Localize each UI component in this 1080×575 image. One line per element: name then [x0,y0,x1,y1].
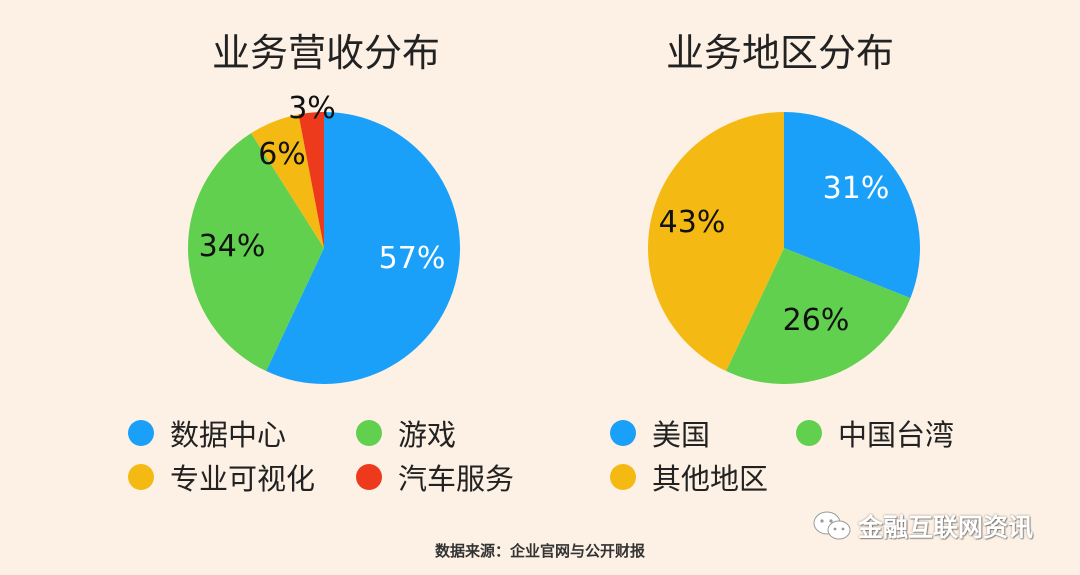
pie-chart-canvas: 57% 34% 6% 3% 31% 26% 43% [188,91,920,385]
pie-slice-1-0 [784,112,920,299]
data-source-note: 数据来源：企业官网与公开财报 [434,542,645,560]
legend-label-usa: 美国 [652,418,711,452]
pie-slice-1-1 [726,248,911,384]
legend-label-data-center: 数据中心 [170,418,287,452]
pie-slice-0-0 [266,112,460,385]
pie-label-0-3: 3% [288,91,336,126]
legend-label-gaming: 游戏 [398,418,457,452]
pie-slice-0-3 [298,112,324,248]
legend-dot-pro-viz [128,464,154,490]
pie-label-0-0: 57% [379,241,446,276]
pie-region: 31% 26% 43% [647,112,920,384]
pie-label-1-1: 26% [783,303,850,338]
wechat-icon [813,511,851,540]
legend-item-other: 其他地区 [610,456,768,498]
pie-revenue: 57% 34% 6% 3% [188,91,460,385]
legend-dot-gaming [356,420,382,446]
pie-slice-1-2 [647,112,784,372]
pie-label-1-2: 43% [659,205,726,240]
legend-label-taiwan: 中国台湾 [838,418,955,452]
legend-item-auto: 汽车服务 [356,456,514,498]
pie-slice-0-1 [188,133,324,372]
legend-dot-taiwan [796,420,822,446]
pie-label-0-2: 6% [258,137,306,172]
legend-label-other: 其他地区 [652,462,769,496]
watermark: 金融互联网资讯 [812,508,1033,544]
legend-item-pro-viz: 专业可视化 [128,456,315,498]
legend-item-usa: 美国 [610,412,710,454]
legend-dot-usa [610,420,636,446]
legend-item-data-center: 数据中心 [128,412,286,454]
legend-dot-other [610,464,636,490]
pie-label-1-0: 31% [823,171,890,206]
chart-title-revenue: 业务营收分布 [211,31,440,75]
watermark-text: 金融互联网资讯 [858,513,1034,542]
legend-dot-auto [356,464,382,490]
pie-slice-0-2 [251,114,324,248]
chart-title-region: 业务地区分布 [665,31,894,75]
legend-item-taiwan: 中国台湾 [796,412,954,454]
pie-label-0-1: 34% [199,229,266,264]
legend-dot-data-center [128,420,154,446]
legend-item-gaming: 游戏 [356,412,456,454]
legend-label-pro-viz: 专业可视化 [170,462,316,496]
legend-label-auto: 汽车服务 [398,462,515,496]
